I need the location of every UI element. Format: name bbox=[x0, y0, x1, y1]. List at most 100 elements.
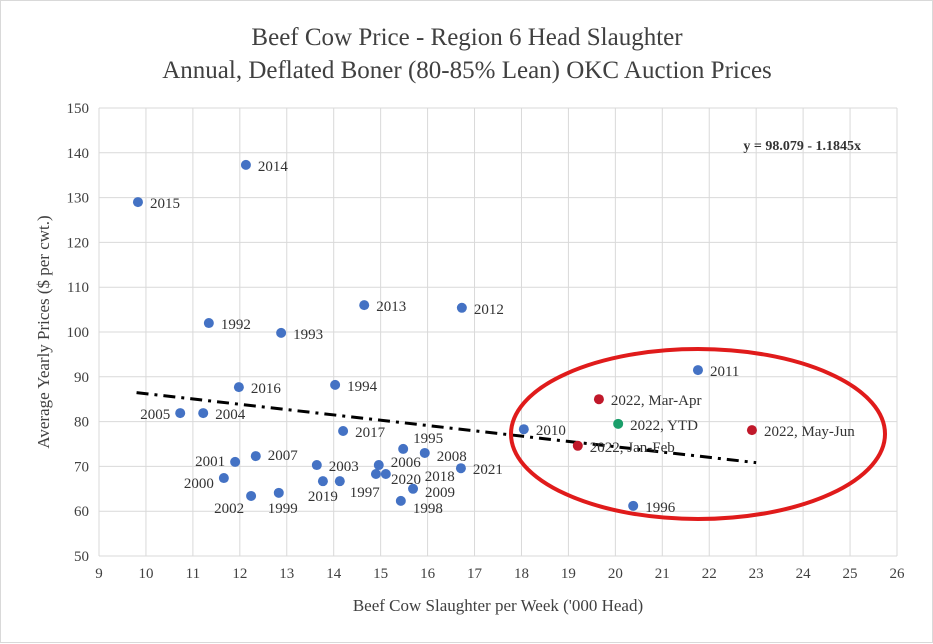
chart-title: Beef Cow Price - Region 6 Head Slaughter bbox=[251, 24, 683, 51]
x-tick-label: 12 bbox=[232, 566, 247, 582]
data-point bbox=[692, 365, 703, 376]
x-tick-label: 25 bbox=[843, 566, 858, 582]
y-tick-label: 110 bbox=[67, 280, 89, 296]
data-label: 2000 bbox=[184, 476, 214, 492]
trendline-equation: y = 98.079 - 1.1845x bbox=[743, 139, 861, 154]
trendline bbox=[136, 391, 757, 465]
data-point bbox=[198, 408, 209, 419]
data-label: 1999 bbox=[268, 501, 298, 517]
data-label: 2012 bbox=[474, 302, 504, 318]
data-point bbox=[338, 426, 349, 437]
data-label: 1998 bbox=[413, 501, 443, 517]
data-point bbox=[218, 473, 229, 484]
data-point bbox=[408, 483, 419, 494]
data-point bbox=[456, 302, 467, 313]
data-point bbox=[175, 408, 186, 419]
data-point bbox=[419, 447, 430, 458]
data-point bbox=[746, 425, 757, 436]
y-tick-label: 150 bbox=[67, 101, 90, 117]
data-point bbox=[613, 418, 624, 429]
y-tick-label: 50 bbox=[74, 549, 89, 565]
x-tick-label: 24 bbox=[796, 566, 812, 582]
x-tick-label: 14 bbox=[326, 566, 342, 582]
data-point bbox=[132, 197, 143, 208]
data-label: 2022, Mar-Apr bbox=[611, 393, 702, 409]
data-label: 2006 bbox=[391, 455, 422, 471]
data-point bbox=[203, 318, 214, 329]
data-point bbox=[240, 159, 251, 170]
x-tick-label: 26 bbox=[890, 566, 906, 582]
data-point bbox=[380, 469, 391, 480]
data-point bbox=[628, 500, 639, 511]
x-tick-label: 20 bbox=[608, 566, 623, 582]
highlight-ellipse bbox=[509, 347, 887, 521]
data-point bbox=[572, 440, 583, 451]
x-tick-label: 22 bbox=[702, 566, 717, 582]
y-tick-label: 100 bbox=[67, 325, 90, 341]
x-tick-label: 15 bbox=[373, 566, 388, 582]
data-label: 2017 bbox=[355, 425, 386, 441]
data-label: 2018 bbox=[425, 469, 455, 485]
data-label: 2011 bbox=[710, 364, 739, 380]
data-point bbox=[250, 451, 261, 462]
y-tick-label: 120 bbox=[67, 235, 90, 251]
x-tick-label: 23 bbox=[749, 566, 764, 582]
data-label: 2009 bbox=[425, 485, 455, 501]
data-label: 2022, Jan-Feb bbox=[590, 440, 675, 456]
y-tick-label: 60 bbox=[74, 504, 89, 520]
data-point bbox=[398, 443, 409, 454]
data-point bbox=[233, 382, 244, 393]
y-axis-label: Average Yearly Prices ($ per cwt.) bbox=[34, 215, 53, 448]
x-tick-label: 11 bbox=[186, 566, 200, 582]
data-label: 1995 bbox=[413, 431, 443, 447]
x-axis-label: Beef Cow Slaughter per Week ('000 Head) bbox=[353, 596, 643, 615]
data-label: 2004 bbox=[215, 407, 246, 423]
data-point bbox=[370, 469, 381, 480]
data-label: 2016 bbox=[251, 381, 282, 397]
data-label: 1993 bbox=[293, 327, 323, 343]
x-tick-label: 21 bbox=[655, 566, 670, 582]
y-tick-label: 80 bbox=[74, 415, 89, 431]
data-label: 2003 bbox=[329, 459, 359, 475]
data-point bbox=[373, 460, 384, 471]
data-label: 2002 bbox=[214, 501, 244, 517]
data-label: 2019 bbox=[308, 489, 338, 505]
data-label: 2001 bbox=[195, 454, 225, 470]
y-tick-label: 140 bbox=[67, 146, 90, 162]
data-label: 2005 bbox=[140, 407, 170, 423]
data-point bbox=[311, 460, 322, 471]
data-point bbox=[334, 476, 345, 487]
data-point bbox=[395, 495, 406, 506]
data-point bbox=[273, 487, 284, 498]
data-label: 2022, May-Jun bbox=[764, 424, 855, 440]
data-label: 2015 bbox=[150, 196, 180, 212]
data-label: 2010 bbox=[536, 423, 566, 439]
data-point bbox=[455, 463, 466, 474]
data-label: 2007 bbox=[268, 448, 299, 464]
chart-subtitle: Annual, Deflated Boner (80-85% Lean) OKC… bbox=[162, 57, 772, 84]
x-tick-label: 9 bbox=[95, 566, 103, 582]
data-point bbox=[330, 379, 341, 390]
data-point bbox=[359, 300, 370, 311]
x-tick-label: 10 bbox=[138, 566, 153, 582]
data-label: 2008 bbox=[437, 449, 467, 465]
y-tick-label: 70 bbox=[74, 459, 89, 475]
data-point bbox=[593, 394, 604, 405]
data-point bbox=[317, 476, 328, 487]
data-point bbox=[246, 490, 257, 501]
y-tick-label: 90 bbox=[74, 370, 89, 386]
data-point bbox=[518, 424, 529, 435]
x-tick-label: 13 bbox=[279, 566, 294, 582]
data-label: 1992 bbox=[221, 317, 251, 333]
data-label: 2022, YTD bbox=[630, 418, 698, 434]
data-point bbox=[230, 456, 241, 467]
x-tick-label: 17 bbox=[467, 566, 483, 582]
x-tick-label: 16 bbox=[420, 566, 436, 582]
data-label: 1994 bbox=[347, 379, 378, 395]
data-label: 1997 bbox=[350, 485, 381, 501]
x-tick-label: 18 bbox=[514, 566, 529, 582]
y-tick-label: 130 bbox=[67, 191, 90, 207]
data-label: 2021 bbox=[473, 462, 503, 478]
